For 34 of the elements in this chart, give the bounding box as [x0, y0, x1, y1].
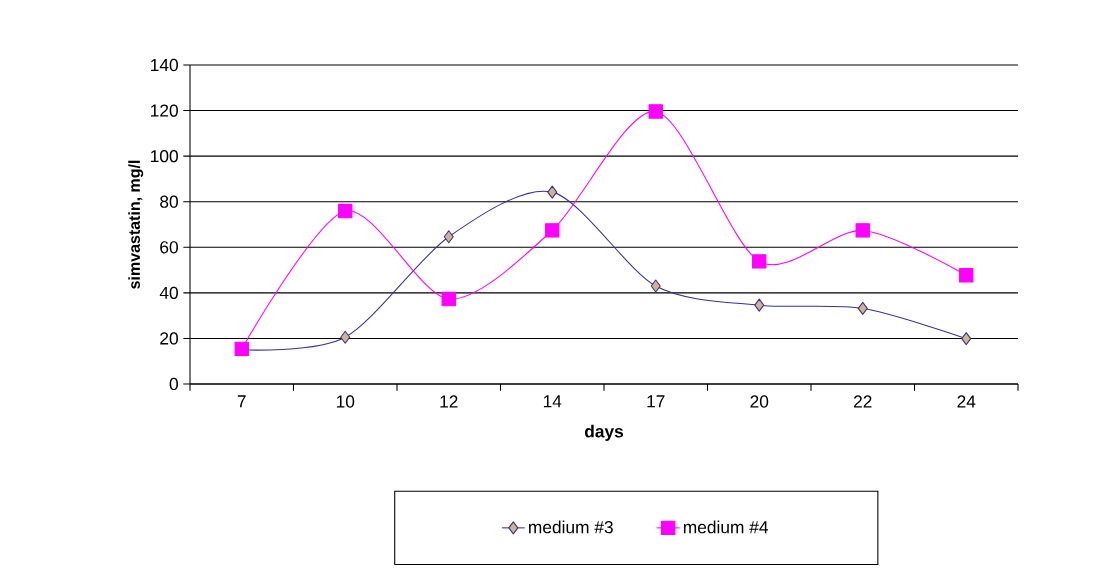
point: [650, 279, 661, 293]
point: [443, 230, 454, 244]
y-tick-label: 40: [159, 286, 178, 299]
legend-label: medium #4: [683, 520, 768, 534]
y-tick-label: 120: [151, 104, 178, 117]
y-tick-label: 20: [160, 332, 178, 345]
x-axis-title: days: [584, 424, 624, 441]
y-tick-label: 80: [160, 195, 178, 208]
y-tick-label: 140: [151, 58, 178, 72]
x-tick-label: 7: [237, 395, 246, 408]
x-tick-label: 20: [750, 395, 769, 408]
point: [545, 223, 560, 238]
point: [648, 104, 663, 119]
x-tick-label: 17: [647, 395, 665, 408]
x-tick-label: 10: [336, 395, 355, 408]
x-tick-label: 22: [853, 395, 872, 408]
y-tick-label: 0: [169, 377, 178, 391]
point: [441, 291, 456, 307]
x-tick-label: 14: [543, 395, 562, 408]
point: [752, 254, 767, 269]
point: [959, 268, 974, 283]
point: [547, 185, 558, 199]
point: [754, 298, 765, 312]
point: [340, 330, 351, 344]
y-axis-title: simvastatin, mg/l: [128, 160, 144, 289]
legend-label: medium #3: [529, 520, 613, 534]
point: [857, 301, 868, 315]
y-tick-label: 100: [151, 150, 178, 163]
point: [855, 223, 870, 238]
point: [961, 332, 972, 346]
x-tick-label: 12: [440, 395, 458, 408]
point: [338, 203, 353, 219]
x-tick-label: 24: [957, 395, 976, 408]
y-tick-label: 60: [160, 241, 178, 254]
